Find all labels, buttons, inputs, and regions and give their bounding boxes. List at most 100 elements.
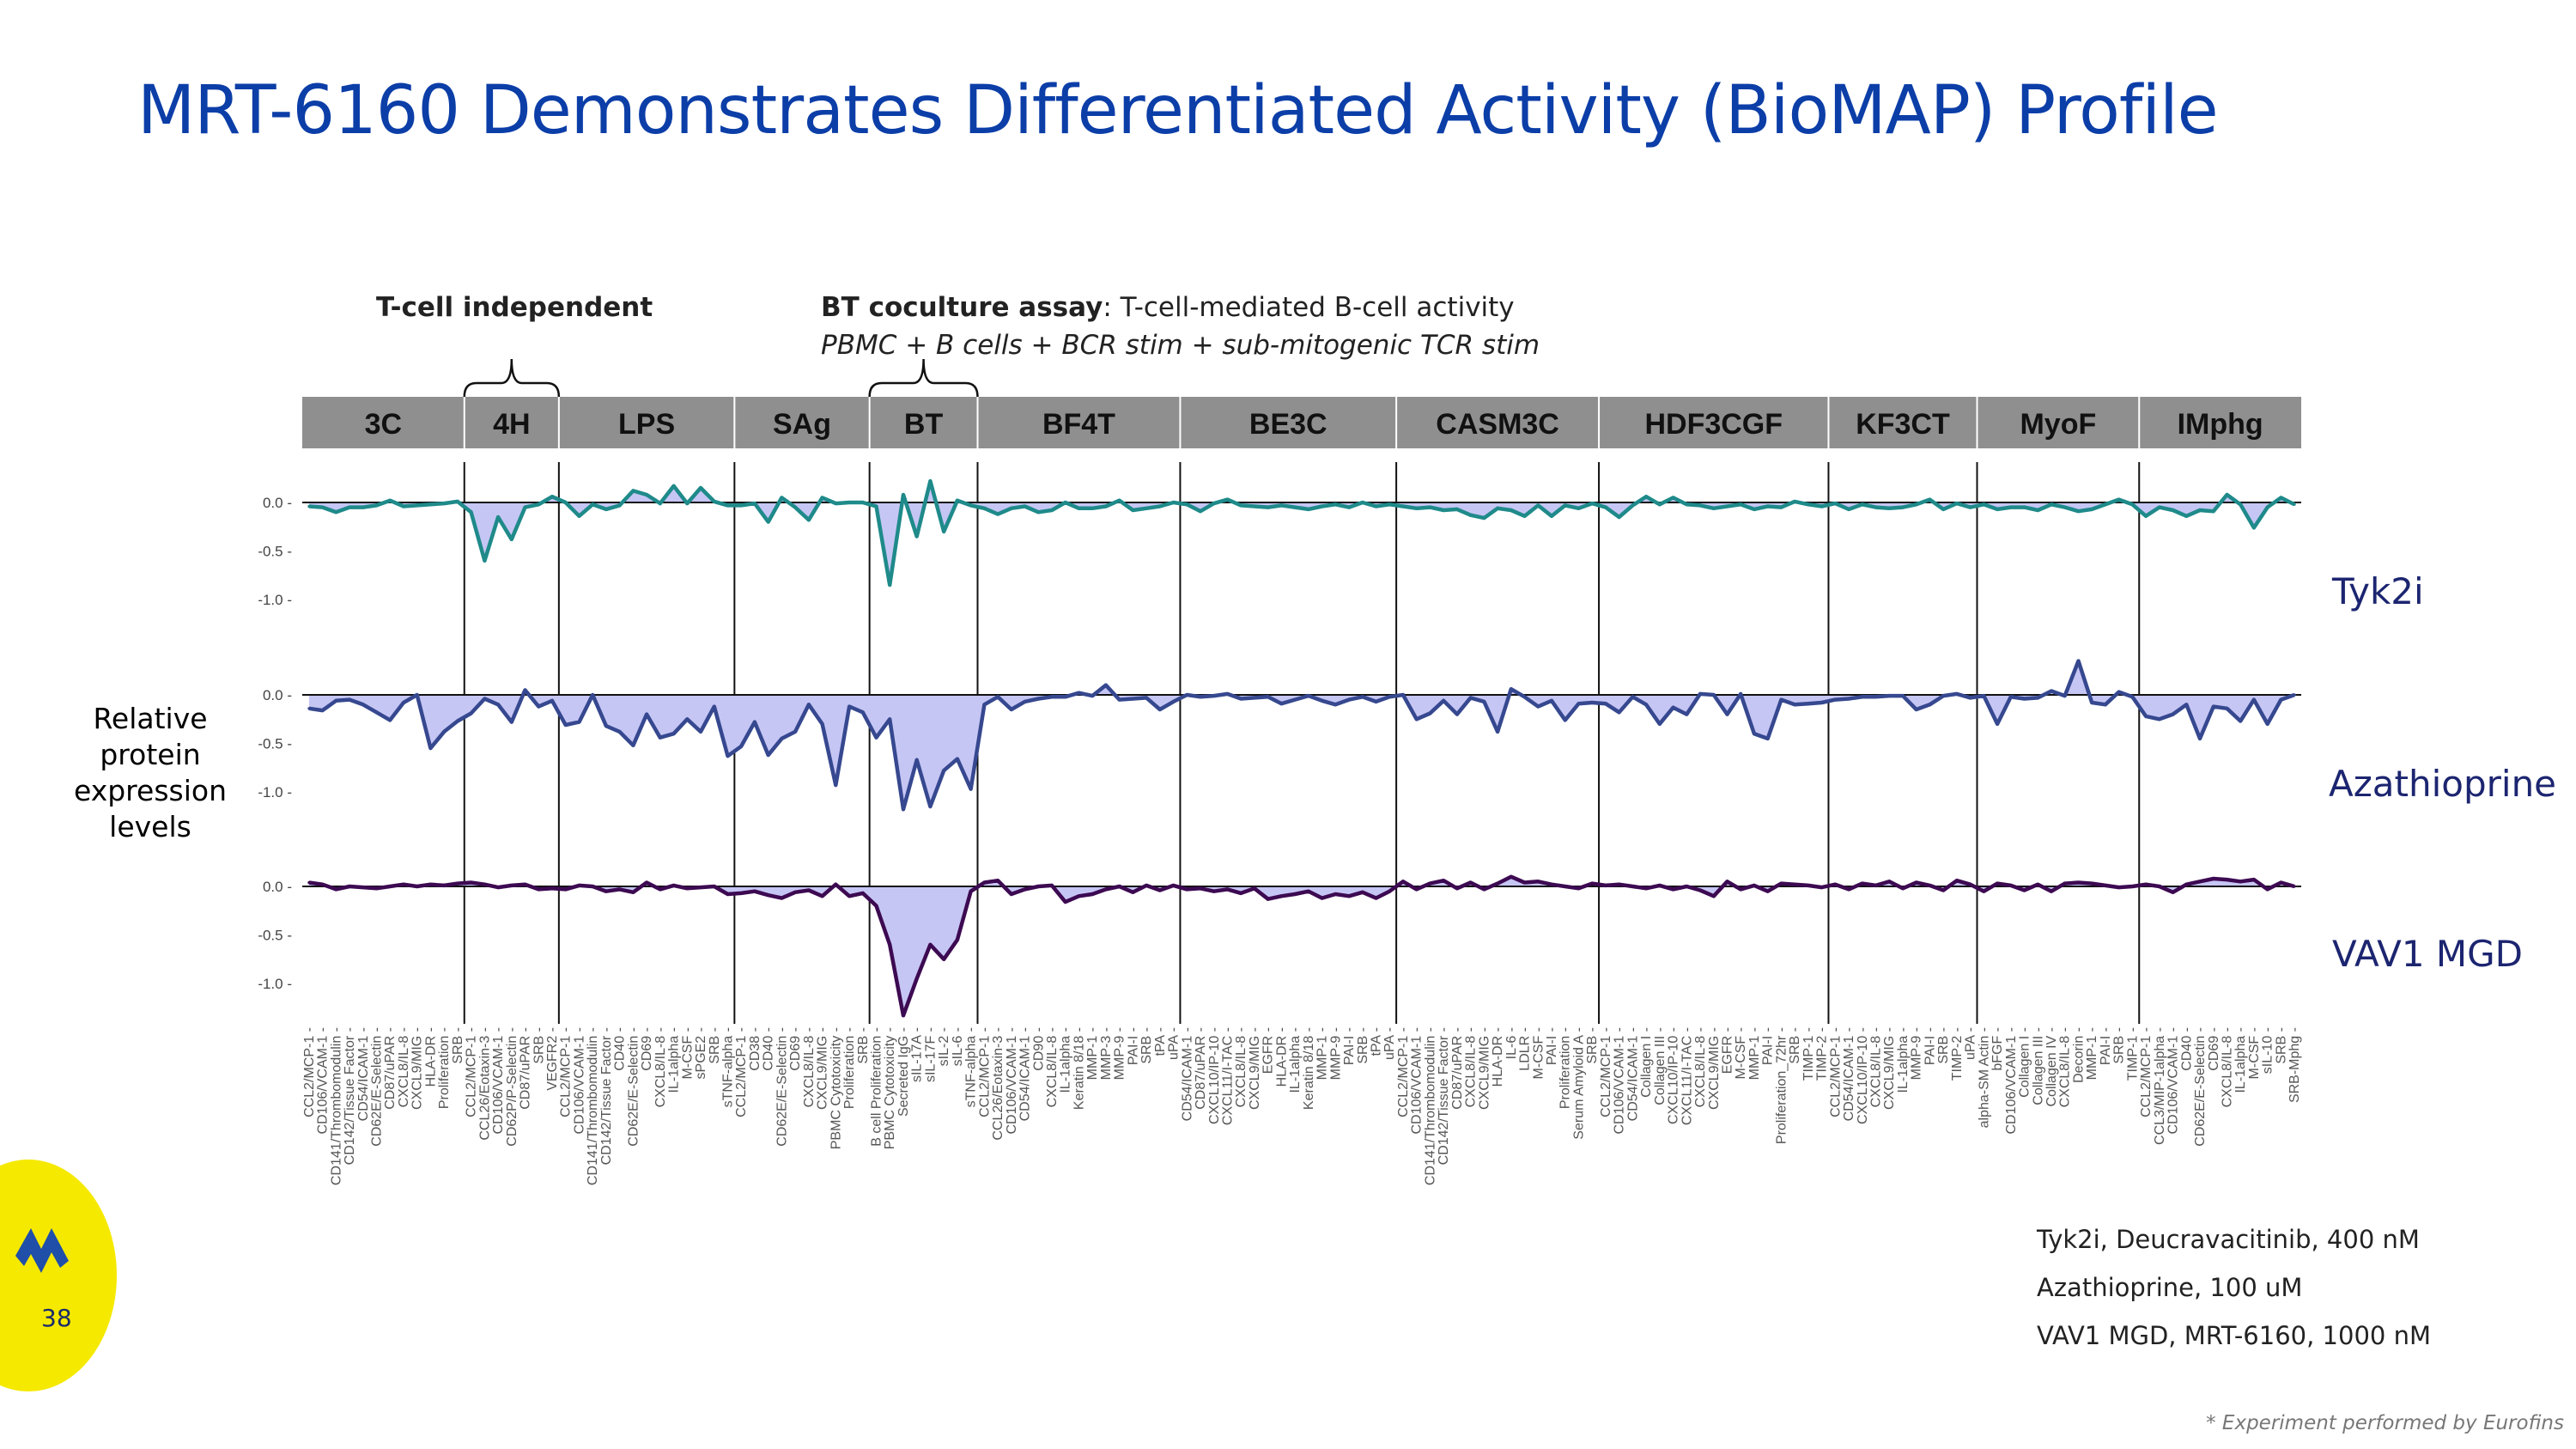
x-tick-label: EGFR -	[1720, 1027, 1735, 1074]
data-point-tyk2i	[1536, 503, 1540, 508]
x-tick-label: TIMP-1 -	[1801, 1027, 1816, 1081]
panel-header-imphg: IMphg	[2178, 408, 2263, 441]
data-point-tyk2i	[2279, 496, 2282, 500]
data-point-vav1-mgd	[496, 886, 500, 889]
data-point-azathioprine	[1618, 710, 1621, 714]
data-point-azathioprine	[753, 721, 756, 724]
data-point-tyk2i	[334, 510, 337, 514]
x-tick-label: CD54/ICAM-1 -	[1625, 1027, 1640, 1121]
data-point-vav1-mgd	[591, 885, 594, 888]
data-point-azathioprine	[1239, 697, 1242, 701]
data-point-tyk2i	[2130, 502, 2134, 506]
x-tick-label: M-CSF -	[2247, 1027, 2262, 1079]
data-point-azathioprine	[1536, 705, 1540, 709]
x-tick-label: TIMP-2 -	[1950, 1027, 1965, 1081]
data-point-vav1-mgd	[1698, 888, 1702, 892]
data-point-azathioprine	[713, 705, 716, 709]
data-point-vav1-mgd	[1550, 883, 1553, 886]
x-tick-label: CXCL10/IP-10 -	[1856, 1027, 1870, 1124]
data-point-tyk2i	[1131, 508, 1134, 512]
footnote: * Experiment performed by Eurofins	[2206, 1412, 2564, 1434]
data-point-azathioprine	[1158, 708, 1162, 711]
annotation-bt-assay-sub: PBMC + B cells + BCR stim + sub-mitogeni…	[821, 330, 1540, 361]
data-point-tyk2i	[1915, 502, 1918, 506]
data-point-vav1-mgd	[1739, 887, 1742, 891]
x-tick-label: Proliferation_72hr -	[1774, 1027, 1789, 1144]
x-tick-label: CD142/Tissue Factor -	[599, 1027, 614, 1165]
data-point-azathioprine	[1996, 722, 1999, 726]
data-point-tyk2i	[2036, 508, 2039, 512]
data-point-azathioprine	[1455, 713, 1459, 716]
data-point-tyk2i	[1010, 507, 1013, 510]
x-tick-label: CD106/VCAM-1 -	[572, 1027, 586, 1134]
data-point-azathioprine	[793, 730, 797, 734]
data-point-vav1-mgd	[1753, 884, 1756, 887]
data-point-vav1-mgd	[1996, 882, 1999, 886]
data-point-tyk2i	[2104, 502, 2107, 506]
x-tick-label: IL-6 -	[1504, 1027, 1519, 1059]
y-axis-label-line: levels	[109, 810, 191, 843]
data-point-tyk2i	[1036, 510, 1040, 514]
data-point-azathioprine	[2252, 698, 2256, 702]
data-point-azathioprine	[1050, 695, 1054, 698]
data-point-tyk2i	[2009, 506, 2013, 509]
data-point-azathioprine	[2266, 722, 2269, 726]
data-point-azathioprine	[726, 754, 730, 758]
x-tick-label: CCL2/MCP-1 -	[977, 1027, 992, 1117]
x-tick-label: HLA-DR -	[423, 1027, 438, 1087]
data-point-tyk2i	[591, 502, 594, 506]
data-point-tyk2i	[1766, 504, 1770, 508]
data-point-vav1-mgd	[388, 885, 392, 888]
data-point-tyk2i	[1510, 508, 1513, 512]
x-tick-label: sTNF-alpha -	[964, 1027, 979, 1107]
data-point-azathioprine	[888, 717, 891, 721]
data-point-azathioprine	[2184, 703, 2188, 706]
data-point-azathioprine	[564, 723, 568, 727]
data-point-tyk2i	[2293, 502, 2296, 506]
x-tick-label: CCL2/MCP-1 -	[465, 1027, 479, 1117]
data-point-tyk2i	[1577, 507, 1581, 510]
data-point-tyk2i	[982, 507, 986, 510]
data-point-vav1-mgd	[1307, 890, 1310, 893]
data-point-azathioprine	[1753, 732, 1756, 735]
x-tick-label: SRB -	[2112, 1027, 2127, 1064]
x-tick-label: tPA -	[1370, 1027, 1384, 1056]
panel-header-4h: 4H	[493, 408, 530, 441]
data-point-tyk2i	[1347, 506, 1351, 509]
data-point-tyk2i	[361, 506, 365, 509]
data-point-azathioprine	[1941, 694, 1945, 697]
data-point-vav1-mgd	[1644, 886, 1648, 890]
x-tick-label: HLA-DR -	[1274, 1027, 1289, 1087]
data-point-tyk2i	[726, 503, 730, 508]
x-tick-label: MMP-1 -	[2085, 1027, 2099, 1080]
y-tick-label: -0.5 -	[258, 928, 292, 944]
data-point-tyk2i	[1847, 508, 1850, 511]
data-point-vav1-mgd	[1887, 880, 1891, 883]
data-point-azathioprine	[942, 769, 945, 772]
data-point-tyk2i	[470, 510, 473, 514]
x-tick-label: SRB -	[1788, 1027, 1802, 1064]
data-point-vav1-mgd	[1158, 888, 1162, 892]
data-point-azathioprine	[1118, 698, 1121, 702]
data-point-tyk2i	[605, 508, 608, 511]
x-tick-label: uPA -	[1167, 1027, 1182, 1060]
data-point-tyk2i	[1522, 514, 1527, 518]
x-tick-label: sIL-17A -	[910, 1027, 925, 1082]
data-point-tyk2i	[753, 502, 756, 505]
data-point-tyk2i	[1631, 503, 1634, 508]
data-point-vav1-mgd	[1631, 885, 1634, 888]
data-point-vav1-mgd	[821, 894, 824, 898]
data-point-vav1-mgd	[470, 880, 473, 885]
data-point-tyk2i	[1023, 504, 1027, 508]
x-tick-label: MMP-3 -	[1099, 1027, 1114, 1080]
data-point-vav1-mgd	[361, 886, 365, 889]
data-point-vav1-mgd	[307, 880, 311, 885]
x-tick-label: Keratin 8/18 -	[1302, 1027, 1316, 1110]
data-point-azathioprine	[672, 732, 676, 735]
data-point-tyk2i	[807, 518, 811, 521]
panel-header-sag: SAg	[773, 408, 831, 441]
data-point-azathioprine	[2293, 693, 2296, 697]
data-point-azathioprine	[1969, 696, 1972, 700]
x-tick-label: B cell Proliferation -	[870, 1027, 884, 1147]
x-tick-label: IL-1alpha -	[667, 1027, 682, 1093]
